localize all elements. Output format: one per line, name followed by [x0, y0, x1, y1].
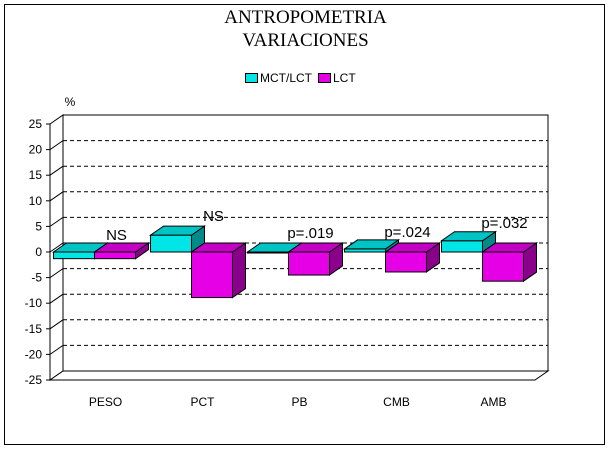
y-tick-label: -5 — [31, 271, 42, 285]
y-axis-label: % — [65, 95, 76, 109]
gridline-side — [49, 319, 64, 330]
chart-border — [4, 4, 605, 445]
legend-label-mct-lct: MCT/LCT — [260, 71, 312, 85]
chart-title: ANTROPOMETRIA — [224, 7, 387, 28]
chart-subtitle: VARIACIONES — [242, 30, 369, 51]
y-tick-label: 10 — [29, 194, 43, 208]
y-tick-label: 15 — [29, 168, 43, 182]
gridline-side — [49, 140, 64, 151]
gridline-side — [49, 344, 64, 355]
bar-lct — [191, 251, 233, 299]
bar-lct — [482, 251, 524, 282]
x-tick-label: PB — [291, 395, 307, 409]
bar-top-lct — [480, 242, 539, 253]
bar-top-lct — [383, 242, 442, 253]
gridline-side — [49, 268, 64, 279]
legend-item-mct-lct: MCT/LCT — [245, 71, 312, 85]
legend-swatch-lct — [318, 73, 331, 83]
gridline-side — [49, 165, 64, 176]
gridline-side — [49, 242, 64, 253]
significance-label: p=.032 — [481, 215, 527, 232]
bar-mct-lct — [53, 251, 95, 260]
x-tick-label: CMB — [383, 395, 410, 409]
bar-lct — [288, 251, 330, 276]
plot-floor — [48, 370, 550, 381]
bar-top-lct — [286, 242, 345, 253]
bar-lct — [94, 251, 136, 260]
legend-swatch-mct-lct — [245, 73, 258, 83]
x-tick-label: PCT — [191, 395, 216, 409]
y-tick-label: -15 — [25, 322, 43, 336]
gridline-side — [49, 293, 64, 304]
y-tick-label: 5 — [35, 219, 42, 233]
gridline-side — [49, 216, 64, 227]
bar-top-mct-lct — [342, 239, 401, 250]
bar-top-mct-lct — [439, 231, 498, 242]
bar-lct — [385, 251, 427, 273]
y-tick-label: -25 — [25, 373, 43, 387]
bar-top-lct — [189, 242, 248, 253]
y-tick-label: -20 — [25, 347, 43, 361]
significance-label: p=.019 — [287, 225, 333, 242]
x-tick-label: PESO — [89, 395, 122, 409]
legend: MCT/LCT LCT — [245, 71, 362, 85]
x-tick-label: AMB — [480, 395, 506, 409]
y-tick-label: 20 — [29, 143, 43, 157]
y-tick-label: -10 — [25, 296, 43, 310]
y-tick-label: 25 — [29, 117, 43, 131]
gridline-side — [49, 191, 64, 202]
bar-mct-lct — [150, 234, 192, 253]
legend-label-lct: LCT — [333, 71, 356, 85]
bar-mct-lct — [441, 240, 483, 253]
legend-item-lct: LCT — [318, 71, 356, 85]
significance-label: NS — [203, 208, 224, 225]
significance-label: NS — [106, 227, 127, 244]
bar-top-mct-lct — [148, 225, 207, 236]
bar-top-lct — [92, 242, 151, 253]
significance-label: p=.024 — [384, 224, 430, 241]
y-tick-label: 0 — [35, 245, 42, 259]
